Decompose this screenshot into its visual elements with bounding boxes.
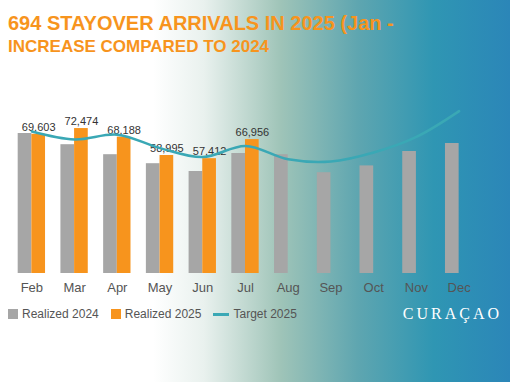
- svg-text:Jul: Jul: [237, 280, 254, 295]
- svg-text:Dec: Dec: [448, 280, 472, 295]
- svg-text:Nov: Nov: [405, 280, 429, 295]
- svg-text:Mar: Mar: [63, 280, 86, 295]
- html-text:CURAÇAO: CURAÇAO: [402, 305, 502, 322]
- html-text:694 STAYOVER ARRIVALS IN 2025: 694 STAYOVER ARRIVALS IN 2025 (Jan -: [8, 12, 394, 34]
- svg-text:68,188: 68,188: [107, 123, 141, 136]
- svg-text:Jun: Jun: [192, 280, 213, 295]
- svg-text:Oct: Oct: [364, 280, 385, 295]
- svg-text:Feb: Feb: [21, 280, 43, 295]
- svg-text:66,956: 66,956: [236, 126, 270, 138]
- html-text:Realized 2025: Realized 2025: [124, 307, 202, 321]
- html-text:Target 2025: Target 2025: [233, 307, 297, 321]
- svg-text:Sep: Sep: [319, 280, 342, 295]
- svg-text:57,412: 57,412: [192, 145, 227, 158]
- html-text:INCREASE COMPARED TO 2024: INCREASE COMPARED TO 2024: [8, 37, 269, 56]
- svg-text:58,995: 58,995: [150, 142, 184, 154]
- svg-text:72,474: 72,474: [65, 115, 99, 127]
- svg-text:69,603: 69,603: [22, 121, 56, 133]
- html-text:Realized 2024: Realized 2024: [22, 307, 99, 321]
- svg-text:May: May: [148, 280, 173, 295]
- svg-text:Apr: Apr: [107, 280, 128, 295]
- svg-text:Aug: Aug: [277, 280, 300, 295]
